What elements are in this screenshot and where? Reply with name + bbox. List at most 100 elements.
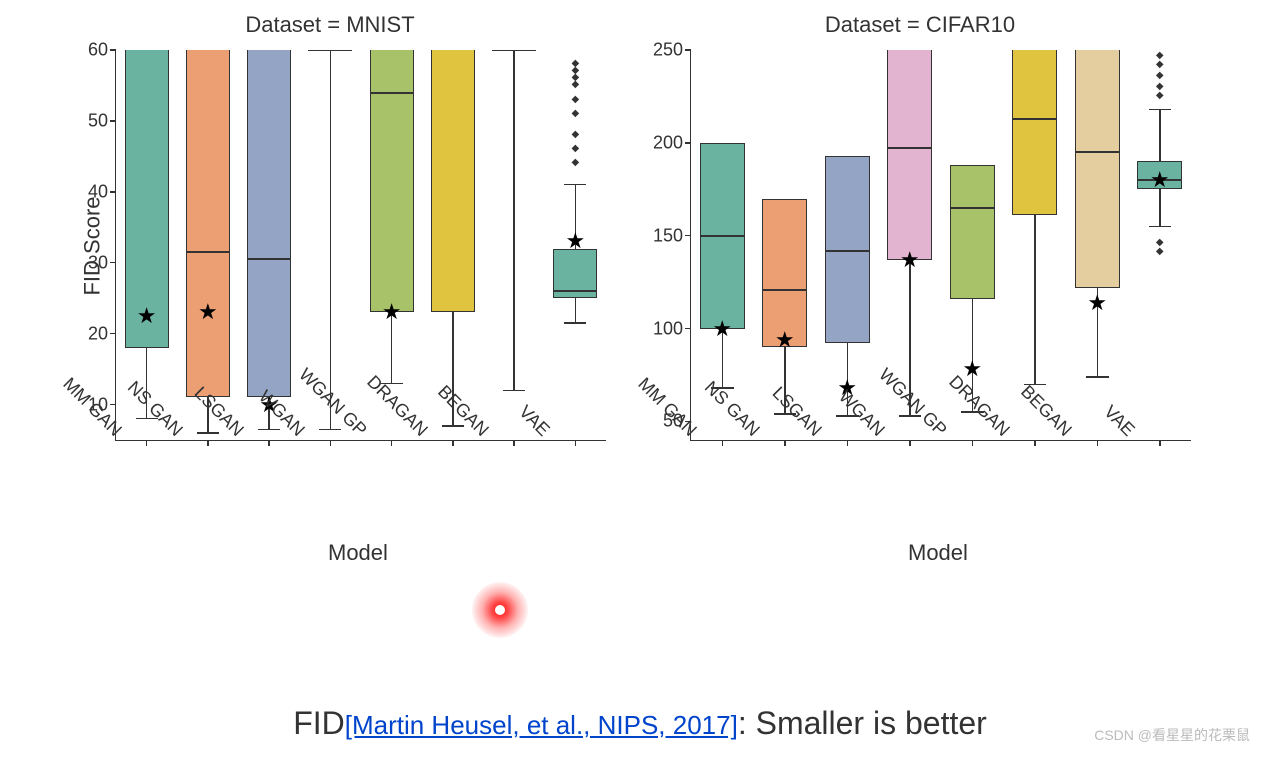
x-tick-label: VAE [539, 426, 554, 441]
y-tick-mark [685, 328, 691, 330]
y-tick-mark [110, 262, 116, 264]
whisker [575, 298, 577, 323]
outlier-marker: ◆ [1156, 71, 1164, 81]
y-tick-mark [685, 142, 691, 144]
star-marker: ★ [1150, 169, 1170, 191]
plot-area: 102030405060MM GAN★NS GAN★LSGAN★WGANWGAN… [115, 50, 606, 441]
median-line [950, 207, 995, 209]
chart-title: Dataset = MNIST [40, 12, 620, 38]
y-tick-mark [110, 191, 116, 193]
whisker-cap [1086, 376, 1109, 378]
median-line [825, 250, 870, 252]
whisker-cap [258, 429, 280, 431]
outlier-marker: ◆ [1156, 60, 1164, 70]
star-marker: ★ [712, 318, 732, 340]
outlier-marker: ◆ [1156, 91, 1164, 101]
x-tick-label: NS GAN [749, 426, 764, 441]
x-tick-label: MM GAN [686, 426, 701, 441]
median-line [370, 92, 414, 94]
x-tick-label: DRAGAN [417, 426, 432, 441]
x-tick-label: WGAN [294, 426, 309, 441]
x-tick-mark [146, 440, 148, 446]
x-tick-label: LSGAN [233, 426, 248, 441]
median-line [700, 235, 745, 237]
laser-pointer [472, 582, 528, 638]
whisker [330, 50, 332, 429]
whisker-cap [564, 184, 586, 186]
caption-prefix: FID [293, 705, 345, 741]
x-axis-label: Model [908, 540, 968, 566]
median-line [762, 289, 807, 291]
outlier-marker: ◆ [572, 130, 580, 140]
y-tick-mark [685, 235, 691, 237]
caption: FID[Martin Heusel, et al., NIPS, 2017]: … [0, 705, 1280, 742]
y-tick-mark [110, 120, 116, 122]
x-tick-label: BEGAN [1061, 426, 1076, 441]
citation-link[interactable]: [Martin Heusel, et al., NIPS, 2017] [345, 710, 738, 740]
box [1012, 50, 1057, 215]
x-tick-mark [1034, 440, 1036, 446]
median-line [553, 290, 597, 292]
box [492, 50, 536, 51]
whisker [513, 50, 515, 390]
whisker-cap [564, 322, 586, 324]
x-tick-label: VAE [1124, 426, 1139, 441]
outlier-marker: ◆ [1156, 51, 1164, 61]
y-tick-mark [110, 333, 116, 335]
caption-suffix: : Smaller is better [738, 705, 987, 741]
outlier-marker: ◆ [572, 109, 580, 119]
whisker-cap [197, 432, 219, 434]
x-tick-label: WGAN GP [936, 426, 951, 441]
box [762, 199, 807, 348]
outlier-marker: ◆ [1156, 238, 1164, 248]
median-line [887, 147, 932, 149]
median-line [186, 251, 230, 253]
x-tick-label: WGAN GP [356, 426, 371, 441]
whisker [1159, 109, 1161, 161]
x-tick-label: DRAGAN [999, 426, 1014, 441]
x-tick-mark [722, 440, 724, 446]
median-line [1012, 118, 1057, 120]
whisker [1034, 215, 1036, 384]
x-tick-label: LSGAN [811, 426, 826, 441]
x-tick-mark [207, 440, 209, 446]
x-tick-label: WGAN [874, 426, 889, 441]
x-tick-mark [391, 440, 393, 446]
outlier-marker: ◆ [572, 158, 580, 168]
star-marker: ★ [198, 301, 218, 323]
box [431, 50, 475, 312]
x-tick-mark [847, 440, 849, 446]
whisker-cap [503, 390, 525, 392]
x-tick-mark [972, 440, 974, 446]
x-tick-mark [1159, 440, 1161, 446]
star-marker: ★ [900, 249, 920, 271]
chart-mnist: Dataset = MNIST102030405060MM GAN★NS GAN… [40, 20, 620, 580]
whisker-cap [1149, 226, 1172, 228]
box [950, 165, 995, 299]
x-tick-label: MM GAN [111, 426, 126, 441]
x-tick-mark [452, 440, 454, 446]
chart-title: Dataset = CIFAR10 [630, 12, 1210, 38]
x-tick-label: BEGAN [478, 426, 493, 441]
star-marker: ★ [775, 329, 795, 351]
outlier-marker: ◆ [572, 59, 580, 69]
whisker [1159, 189, 1161, 226]
chart-cifar10: Dataset = CIFAR1050100150200250MM GAN★NS… [630, 20, 1210, 580]
outlier-marker: ◆ [572, 95, 580, 105]
y-tick-mark [685, 49, 691, 51]
outlier-marker: ◆ [1156, 247, 1164, 257]
charts-row: Dataset = MNIST102030405060MM GAN★NS GAN… [0, 0, 1280, 580]
outlier-marker: ◆ [572, 144, 580, 154]
x-tick-mark [784, 440, 786, 446]
star-marker: ★ [137, 305, 157, 327]
y-tick-mark [110, 404, 116, 406]
y-axis-label: FID Score [80, 196, 106, 295]
x-tick-mark [330, 440, 332, 446]
box [186, 50, 230, 397]
box [308, 50, 352, 51]
star-marker: ★ [382, 301, 402, 323]
x-tick-mark [1097, 440, 1099, 446]
x-tick-mark [513, 440, 515, 446]
x-axis-label: Model [328, 540, 388, 566]
box [887, 50, 932, 260]
